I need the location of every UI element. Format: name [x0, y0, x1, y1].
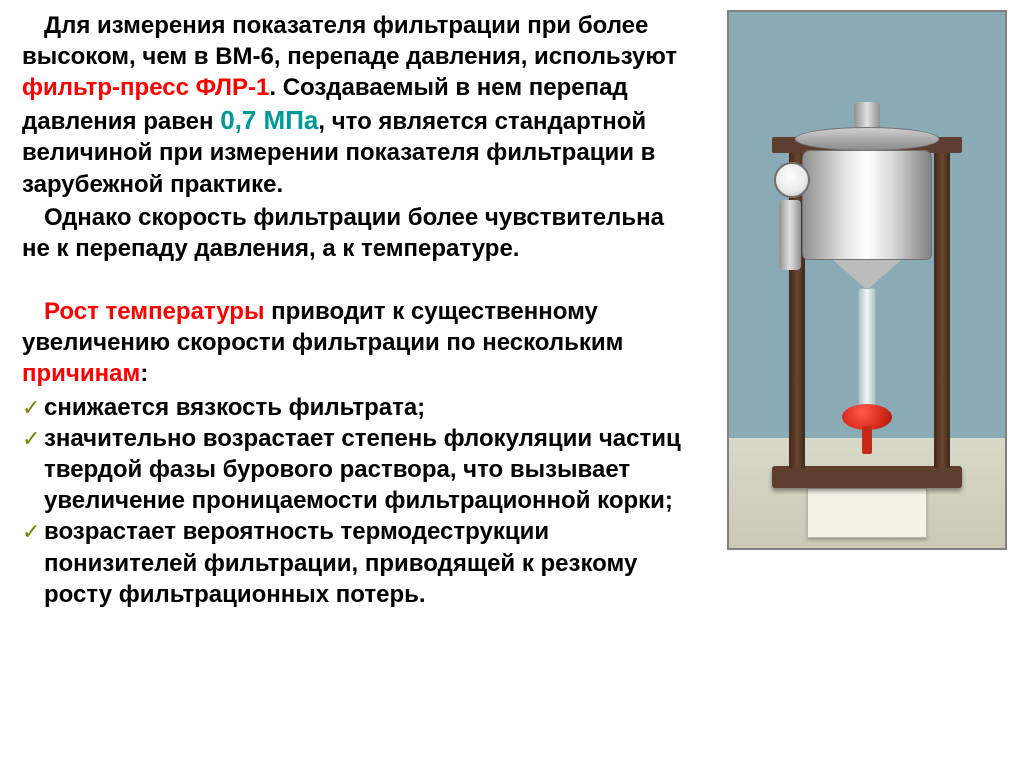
filter-cylinder [802, 150, 932, 260]
paper-label [807, 488, 927, 538]
paragraph-2: Однако скорость фильтрации более чувстви… [22, 202, 692, 264]
list-item: ✓ возрастает вероятность термодеструкции… [22, 516, 692, 610]
paragraph-3: Рост температуры приводит к существенном… [22, 296, 692, 390]
check-icon: ✓ [22, 394, 40, 423]
measuring-tube [858, 288, 876, 408]
frame-post-right [934, 148, 950, 468]
red-stem [862, 426, 872, 454]
text-content: Для измерения показателя фильтрации при … [0, 0, 700, 767]
bullet-text: возрастает вероятность термодеструкции п… [44, 518, 637, 607]
pressure-gauge-icon [774, 162, 810, 198]
image-column [700, 0, 1024, 767]
check-icon: ✓ [22, 425, 40, 454]
cylinder-lid [795, 127, 940, 151]
reasons-list: ✓ снижается вязкость фильтрата; ✓ значит… [22, 392, 692, 610]
reasons-word: причинам [22, 360, 140, 387]
p3-colon: : [140, 360, 148, 387]
valve-cylinder [779, 200, 801, 270]
p1-text-a: Для измерения показателя фильтрации при … [22, 12, 677, 70]
check-icon: ✓ [22, 518, 40, 547]
temperature-heading: Рост температуры [44, 298, 264, 325]
spacer [22, 266, 692, 296]
list-item: ✓ снижается вязкость фильтрата; [22, 392, 692, 423]
pressure-value: 0,7 МПа [220, 105, 318, 135]
list-item: ✓ значительно возрастает степень флокуля… [22, 423, 692, 517]
filter-press-name: фильтр-пресс ФЛР-1 [22, 74, 269, 101]
bullet-text: значительно возрастает степень флокуляци… [44, 425, 681, 514]
apparatus-photo [727, 10, 1007, 550]
paragraph-1: Для измерения показателя фильтрации при … [22, 10, 692, 200]
apparatus-base [772, 466, 962, 488]
bullet-text: снижается вязкость фильтрата; [44, 394, 425, 421]
funnel [833, 260, 901, 290]
top-knob [854, 102, 880, 130]
